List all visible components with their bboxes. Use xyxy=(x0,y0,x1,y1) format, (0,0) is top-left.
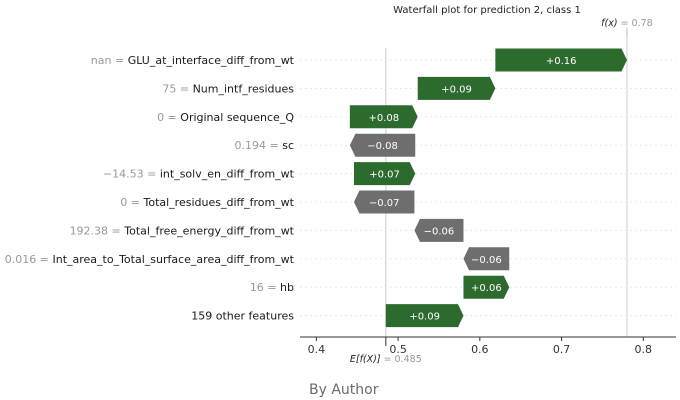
feature-value: nan = xyxy=(91,54,128,67)
feature-row: nan = GLU_at_interface_diff_from_wt +0.16 xyxy=(91,48,676,72)
positive-bar xyxy=(385,304,464,328)
feature-label: 16 = hb xyxy=(250,281,294,294)
contribution-label: −0.08 xyxy=(367,141,398,152)
contribution-label: −0.06 xyxy=(471,255,502,266)
x-tick-label: 0.5 xyxy=(389,343,407,356)
feature-value: 0 = xyxy=(120,196,143,209)
feature-label: 0.016 = Int_area_to_Total_surface_area_d… xyxy=(5,253,295,266)
ex-label: E[f(X)] = 0.485 xyxy=(350,354,422,365)
positive-bar xyxy=(349,105,418,129)
feature-name: Total_residues_diff_from_wt xyxy=(142,196,294,209)
feature-name: 159 other features xyxy=(191,310,294,323)
positive-bar xyxy=(417,76,496,100)
feature-value: 192.38 = xyxy=(70,224,125,237)
feature-label: 75 = Num_intf_residues xyxy=(162,82,294,95)
positive-bar xyxy=(353,162,416,186)
feature-row: 192.38 = Total_free_energy_diff_from_wt −… xyxy=(70,218,676,242)
negative-bar xyxy=(414,218,464,242)
contribution-label: +0.07 xyxy=(369,170,400,181)
feature-label: nan = GLU_at_interface_diff_from_wt xyxy=(91,54,295,67)
ex-annotation: E[f(X)] = 0.485 xyxy=(350,337,422,365)
feature-value: 16 = xyxy=(250,281,280,294)
contribution-label: +0.08 xyxy=(368,113,399,124)
negative-bar xyxy=(353,190,415,214)
feature-row: 0 = Original sequence_Q +0.08 xyxy=(157,105,676,129)
feature-rows: nan = GLU_at_interface_diff_from_wt +0.16… xyxy=(5,27,676,337)
feature-row: 159 other features +0.09 xyxy=(191,304,676,328)
contribution-label: +0.09 xyxy=(409,312,440,323)
chart-title: Waterfall plot for prediction 2, class 1 xyxy=(393,5,581,16)
feature-label: 159 other features xyxy=(191,310,294,323)
feature-row: 75 = Num_intf_residues +0.09 xyxy=(162,76,676,100)
feature-row: 0.016 = Int_area_to_Total_surface_area_d… xyxy=(5,247,676,271)
feature-value: 0.016 = xyxy=(5,253,53,266)
contribution-label: −0.06 xyxy=(424,226,455,237)
feature-name: int_solv_en_diff_from_wt xyxy=(160,168,295,181)
feature-label: 192.38 = Total_free_energy_diff_from_wt xyxy=(70,224,295,237)
feature-value: 0 = xyxy=(157,111,180,124)
feature-name: sc xyxy=(282,139,294,152)
feature-value: 0.194 = xyxy=(235,139,283,152)
feature-label: 0 = Total_residues_diff_from_wt xyxy=(120,196,294,209)
contribution-label: +0.06 xyxy=(471,283,502,294)
feature-name: Int_area_to_Total_surface_area_diff_from… xyxy=(52,253,294,266)
x-tick-label: 0.6 xyxy=(471,343,489,356)
feature-name: hb xyxy=(280,281,294,294)
feature-name: Total_free_energy_diff_from_wt xyxy=(123,224,294,237)
negative-bar xyxy=(349,133,416,157)
negative-bar xyxy=(463,247,510,271)
x-axis: 0.4 0.5 0.6 0.7 0.8 xyxy=(300,336,676,356)
feature-name: Original sequence_Q xyxy=(180,111,294,124)
positive-bar xyxy=(495,48,627,72)
fx-label: f(x) = 0.78 xyxy=(601,18,653,29)
feature-label: 0.194 = sc xyxy=(235,139,294,152)
caption: By Author xyxy=(309,382,379,398)
waterfall-chart: Waterfall plot for prediction 2, class 1… xyxy=(5,5,676,365)
positive-bar xyxy=(463,275,510,299)
x-tick-label: 0.8 xyxy=(635,343,653,356)
feature-value: −14.53 = xyxy=(103,168,160,181)
contribution-label: −0.07 xyxy=(369,198,400,209)
feature-label: −14.53 = int_solv_en_diff_from_wt xyxy=(103,168,295,181)
contribution-label: +0.09 xyxy=(441,84,472,95)
feature-value: 75 = xyxy=(162,82,192,95)
feature-name: GLU_at_interface_diff_from_wt xyxy=(128,54,295,67)
contribution-label: +0.16 xyxy=(546,56,577,67)
feature-row: −14.53 = int_solv_en_diff_from_wt +0.07 xyxy=(103,162,676,186)
feature-label: 0 = Original sequence_Q xyxy=(157,111,294,124)
feature-row: 0 = Total_residues_diff_from_wt −0.07 xyxy=(120,190,676,214)
feature-name: Num_intf_residues xyxy=(193,82,295,95)
x-tick-label: 0.4 xyxy=(308,343,326,356)
feature-row: 0.194 = sc −0.08 xyxy=(235,133,676,157)
x-tick-label: 0.7 xyxy=(553,343,571,356)
feature-row: 16 = hb +0.06 xyxy=(250,275,676,299)
